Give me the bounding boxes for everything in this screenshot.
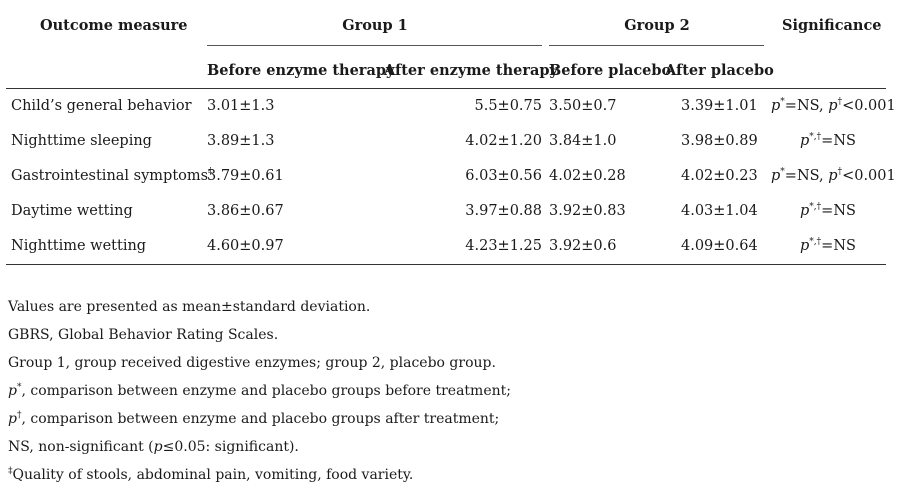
header-group-1: Group 1 — [342, 17, 408, 34]
table-cell-after-placebo: 4.03±1.04 — [681, 203, 758, 219]
table-cell-before-placebo: 3.50±0.7 — [549, 98, 617, 114]
table-row-measure: Nighttime wetting — [11, 238, 147, 254]
footnote-groups: Group 1, group received digestive enzyme… — [8, 355, 496, 371]
table-row-measure: Daytime wetting — [11, 203, 133, 219]
header-outcome-measure: Outcome measure — [40, 17, 188, 34]
table-cell-significance: p*=NS, p†<0.001 — [771, 97, 896, 114]
table-row-measure: Child’s general behavior — [11, 98, 192, 114]
results-table: Outcome measure Group 1 Group 2 Signific… — [6, 17, 896, 266]
footnote-p-star: p*, comparison between enzyme and placeb… — [8, 382, 511, 399]
table-cell-before-enzyme: 3.79±0.61 — [207, 168, 284, 184]
footnote-double-dagger: ‡Quality of stools, abdominal pain, vomi… — [8, 466, 414, 483]
table-cell-after-enzyme: 6.03±0.56 — [465, 168, 542, 184]
table-cell-after-placebo: 3.39±1.01 — [681, 98, 758, 114]
table-cell-after-enzyme: 5.5±0.75 — [474, 98, 543, 114]
table-cell-after-enzyme: 4.02±1.20 — [465, 133, 542, 149]
table-cell-before-placebo: 4.02±0.28 — [549, 168, 626, 184]
table-cell-after-enzyme: 3.97±0.88 — [465, 203, 542, 219]
table-cell-significance: p*,†=NS — [800, 132, 856, 149]
header-after-enzyme: After enzyme therapy — [384, 62, 558, 79]
table-row-measure: Nighttime sleeping — [11, 133, 152, 149]
table-cell-after-placebo: 4.09±0.64 — [681, 238, 758, 254]
group-2-span-rule — [549, 45, 764, 46]
table-cell-before-placebo: 3.84±1.0 — [549, 133, 617, 149]
header-after-placebo: After placebo — [665, 62, 774, 79]
table-cell-before-placebo: 3.92±0.6 — [549, 238, 617, 254]
header-group-2: Group 2 — [624, 17, 690, 34]
footnote-gbrs: GBRS, Global Behavior Rating Scales. — [8, 327, 279, 343]
table-row-measure: Gastrointestinal symptoms‡ — [11, 167, 213, 184]
table-bottom-rule — [6, 264, 886, 266]
header-before-placebo: Before placebo — [549, 62, 672, 79]
table-cell-significance: p*,†=NS — [800, 237, 856, 254]
table-cell-before-enzyme: 3.86±0.67 — [207, 203, 284, 219]
header-bottom-rule — [6, 88, 886, 90]
table-cell-significance: p*,†=NS — [800, 202, 856, 219]
table-cell-before-enzyme: 3.01±1.3 — [207, 98, 275, 114]
table-cell-before-enzyme: 4.60±0.97 — [207, 238, 284, 254]
footnote-p-dagger: p†, comparison between enzyme and placeb… — [8, 410, 500, 427]
header-before-enzyme: Before enzyme therapy — [207, 62, 395, 79]
footnote-values: Values are presented as mean±standard de… — [8, 299, 371, 315]
table-cell-significance: p*=NS, p†<0.001 — [771, 167, 896, 184]
table-cell-before-placebo: 3.92±0.83 — [549, 203, 626, 219]
footnote-ns: NS, non-significant (p≤0.05: significant… — [8, 439, 299, 455]
group-1-span-rule — [207, 45, 542, 46]
table-cell-after-enzyme: 4.23±1.25 — [465, 238, 542, 254]
header-significance: Significance — [782, 17, 882, 34]
table-cell-before-enzyme: 3.89±1.3 — [207, 133, 275, 149]
table-cell-after-placebo: 3.98±0.89 — [681, 133, 758, 149]
table-cell-after-placebo: 4.02±0.23 — [681, 168, 758, 184]
